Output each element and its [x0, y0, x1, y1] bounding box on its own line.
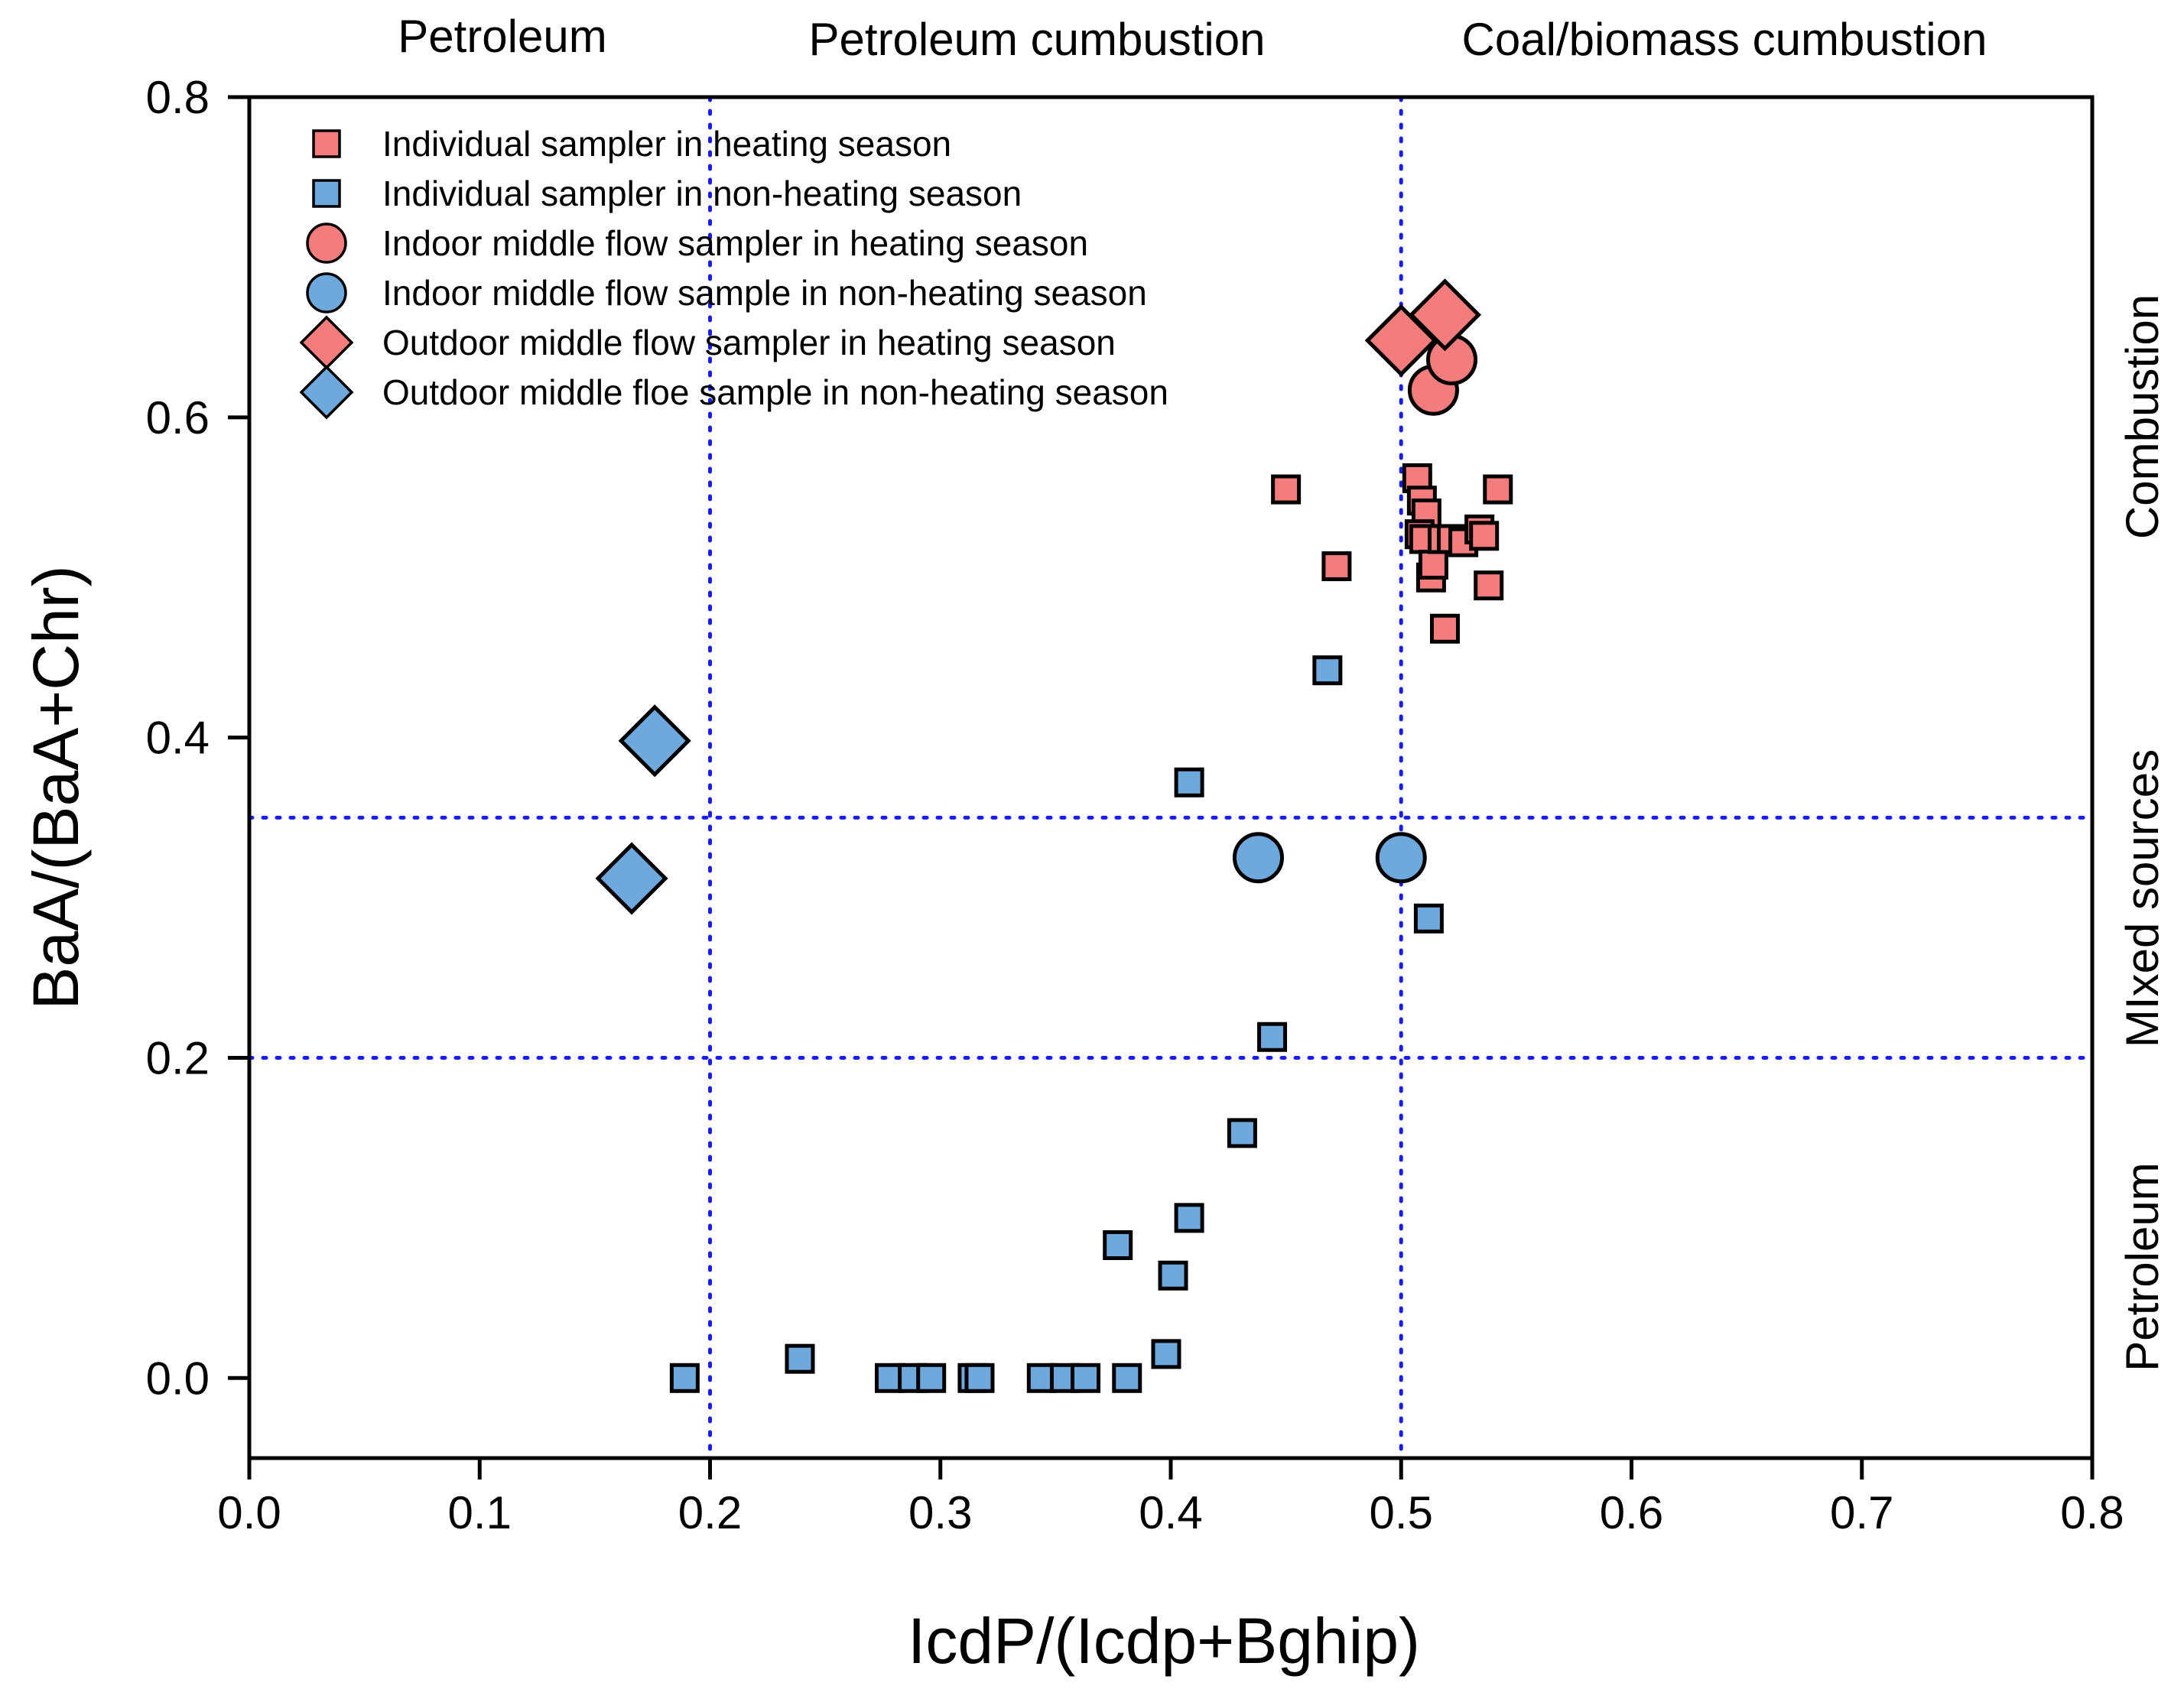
data-point-series-1: [1174, 1203, 1204, 1233]
x-axis-title: IcdP/(Icdp+Bghip): [908, 1605, 1420, 1677]
y-axis-title: BaA/(BaA+Chr): [20, 565, 92, 1009]
x-tick-label: 0.0: [217, 1487, 281, 1538]
legend-label-series-2: Indoor middle flow sampler in heating se…: [382, 223, 1088, 263]
data-point-series-0: [1321, 551, 1352, 582]
legend-label-series-1: Individual sampler in non-heating season: [382, 174, 1022, 213]
legend-label-series-3: Indoor middle flow sample in non-heating…: [382, 273, 1147, 313]
data-point-series-1: [1257, 1022, 1288, 1052]
legend-marker-series-3: [306, 272, 347, 313]
region-label-top-coal-biomass-combustion: Coal/biomass cumbustion: [1462, 14, 1987, 65]
data-point-series-0: [1469, 521, 1500, 551]
data-point-series-1: [1312, 655, 1343, 686]
y-tick-label: 0.6: [146, 392, 210, 443]
data-point-series-5: [595, 842, 668, 915]
y-tick-label: 0.2: [146, 1032, 210, 1083]
legend-label-series-0: Individual sampler in heating season: [382, 124, 951, 164]
region-label-right-petroleum: Petroleum: [2117, 1162, 2168, 1371]
x-tick-label: 0.2: [678, 1487, 742, 1538]
reference-lines: [247, 95, 2095, 1460]
data-point-series-1: [1112, 1363, 1142, 1393]
data-point-series-1: [1227, 1118, 1257, 1148]
legend-marker-series-1: [312, 179, 341, 208]
y-tick-label: 0.4: [146, 713, 210, 764]
data-point-series-0: [1429, 613, 1460, 644]
data-point-series-1: [1413, 903, 1444, 934]
data-point-series-5: [618, 704, 691, 778]
data-point-series-1: [916, 1363, 947, 1393]
x-tick-label: 0.6: [1600, 1487, 1663, 1538]
data-point-series-4: [1408, 278, 1482, 352]
ticks: 0.0 0.1 0.2 0.3 0.4 0.5 0.6 0.7 0.8 0.0 0.2 0.4 0.6 0…: [146, 72, 2124, 1538]
legend: Individual sampler in heating season Indi…: [299, 124, 1168, 420]
x-tick-label: 0.5: [1370, 1487, 1433, 1538]
region-label-top-petroleum-combustion: Petroleum cumbustion: [809, 14, 1266, 65]
region-label-right-mixed-sources: MIxed sources: [2117, 749, 2168, 1048]
data-point-series-1: [1103, 1229, 1133, 1260]
region-label-right-combustion: Combustion: [2117, 294, 2168, 539]
legend-marker-series-0: [312, 129, 341, 158]
data-point-series-1: [964, 1363, 995, 1393]
x-tick-label: 0.8: [2060, 1487, 2124, 1538]
data-point-series-1: [1151, 1339, 1181, 1369]
data-point-series-1: [1174, 767, 1204, 797]
x-tick-label: 0.1: [448, 1487, 512, 1538]
data-point-series-1: [1158, 1260, 1188, 1291]
legend-marker-series-5: [299, 365, 354, 420]
data-point-series-3: [1375, 832, 1427, 884]
data-point-series-0: [1474, 570, 1504, 601]
data-point-series-3: [1232, 832, 1284, 884]
data-point-series-1: [785, 1343, 815, 1374]
data-point-series-1: [669, 1363, 700, 1393]
legend-label-series-5: Outdoor middle floe sample in non-heatin…: [382, 372, 1168, 412]
x-tick-label: 0.3: [908, 1487, 972, 1538]
data-point-series-0: [1271, 474, 1302, 505]
x-tick-label: 0.7: [1830, 1487, 1893, 1538]
legend-marker-series-2: [306, 222, 347, 264]
legend-marker-series-4: [299, 315, 354, 370]
y-tick-label: 0.0: [146, 1353, 210, 1404]
y-tick-label: 0.8: [146, 72, 210, 123]
data-point-series-0: [1418, 549, 1448, 580]
region-label-top-petroleum: Petroleum: [398, 11, 606, 62]
x-tick-label: 0.4: [1139, 1487, 1202, 1538]
data-point-series-1: [1071, 1363, 1101, 1393]
data-points: [595, 278, 1513, 1393]
legend-label-series-4: Outdoor middle flow sampler in heating s…: [382, 323, 1116, 362]
data-point-series-0: [1483, 474, 1513, 505]
